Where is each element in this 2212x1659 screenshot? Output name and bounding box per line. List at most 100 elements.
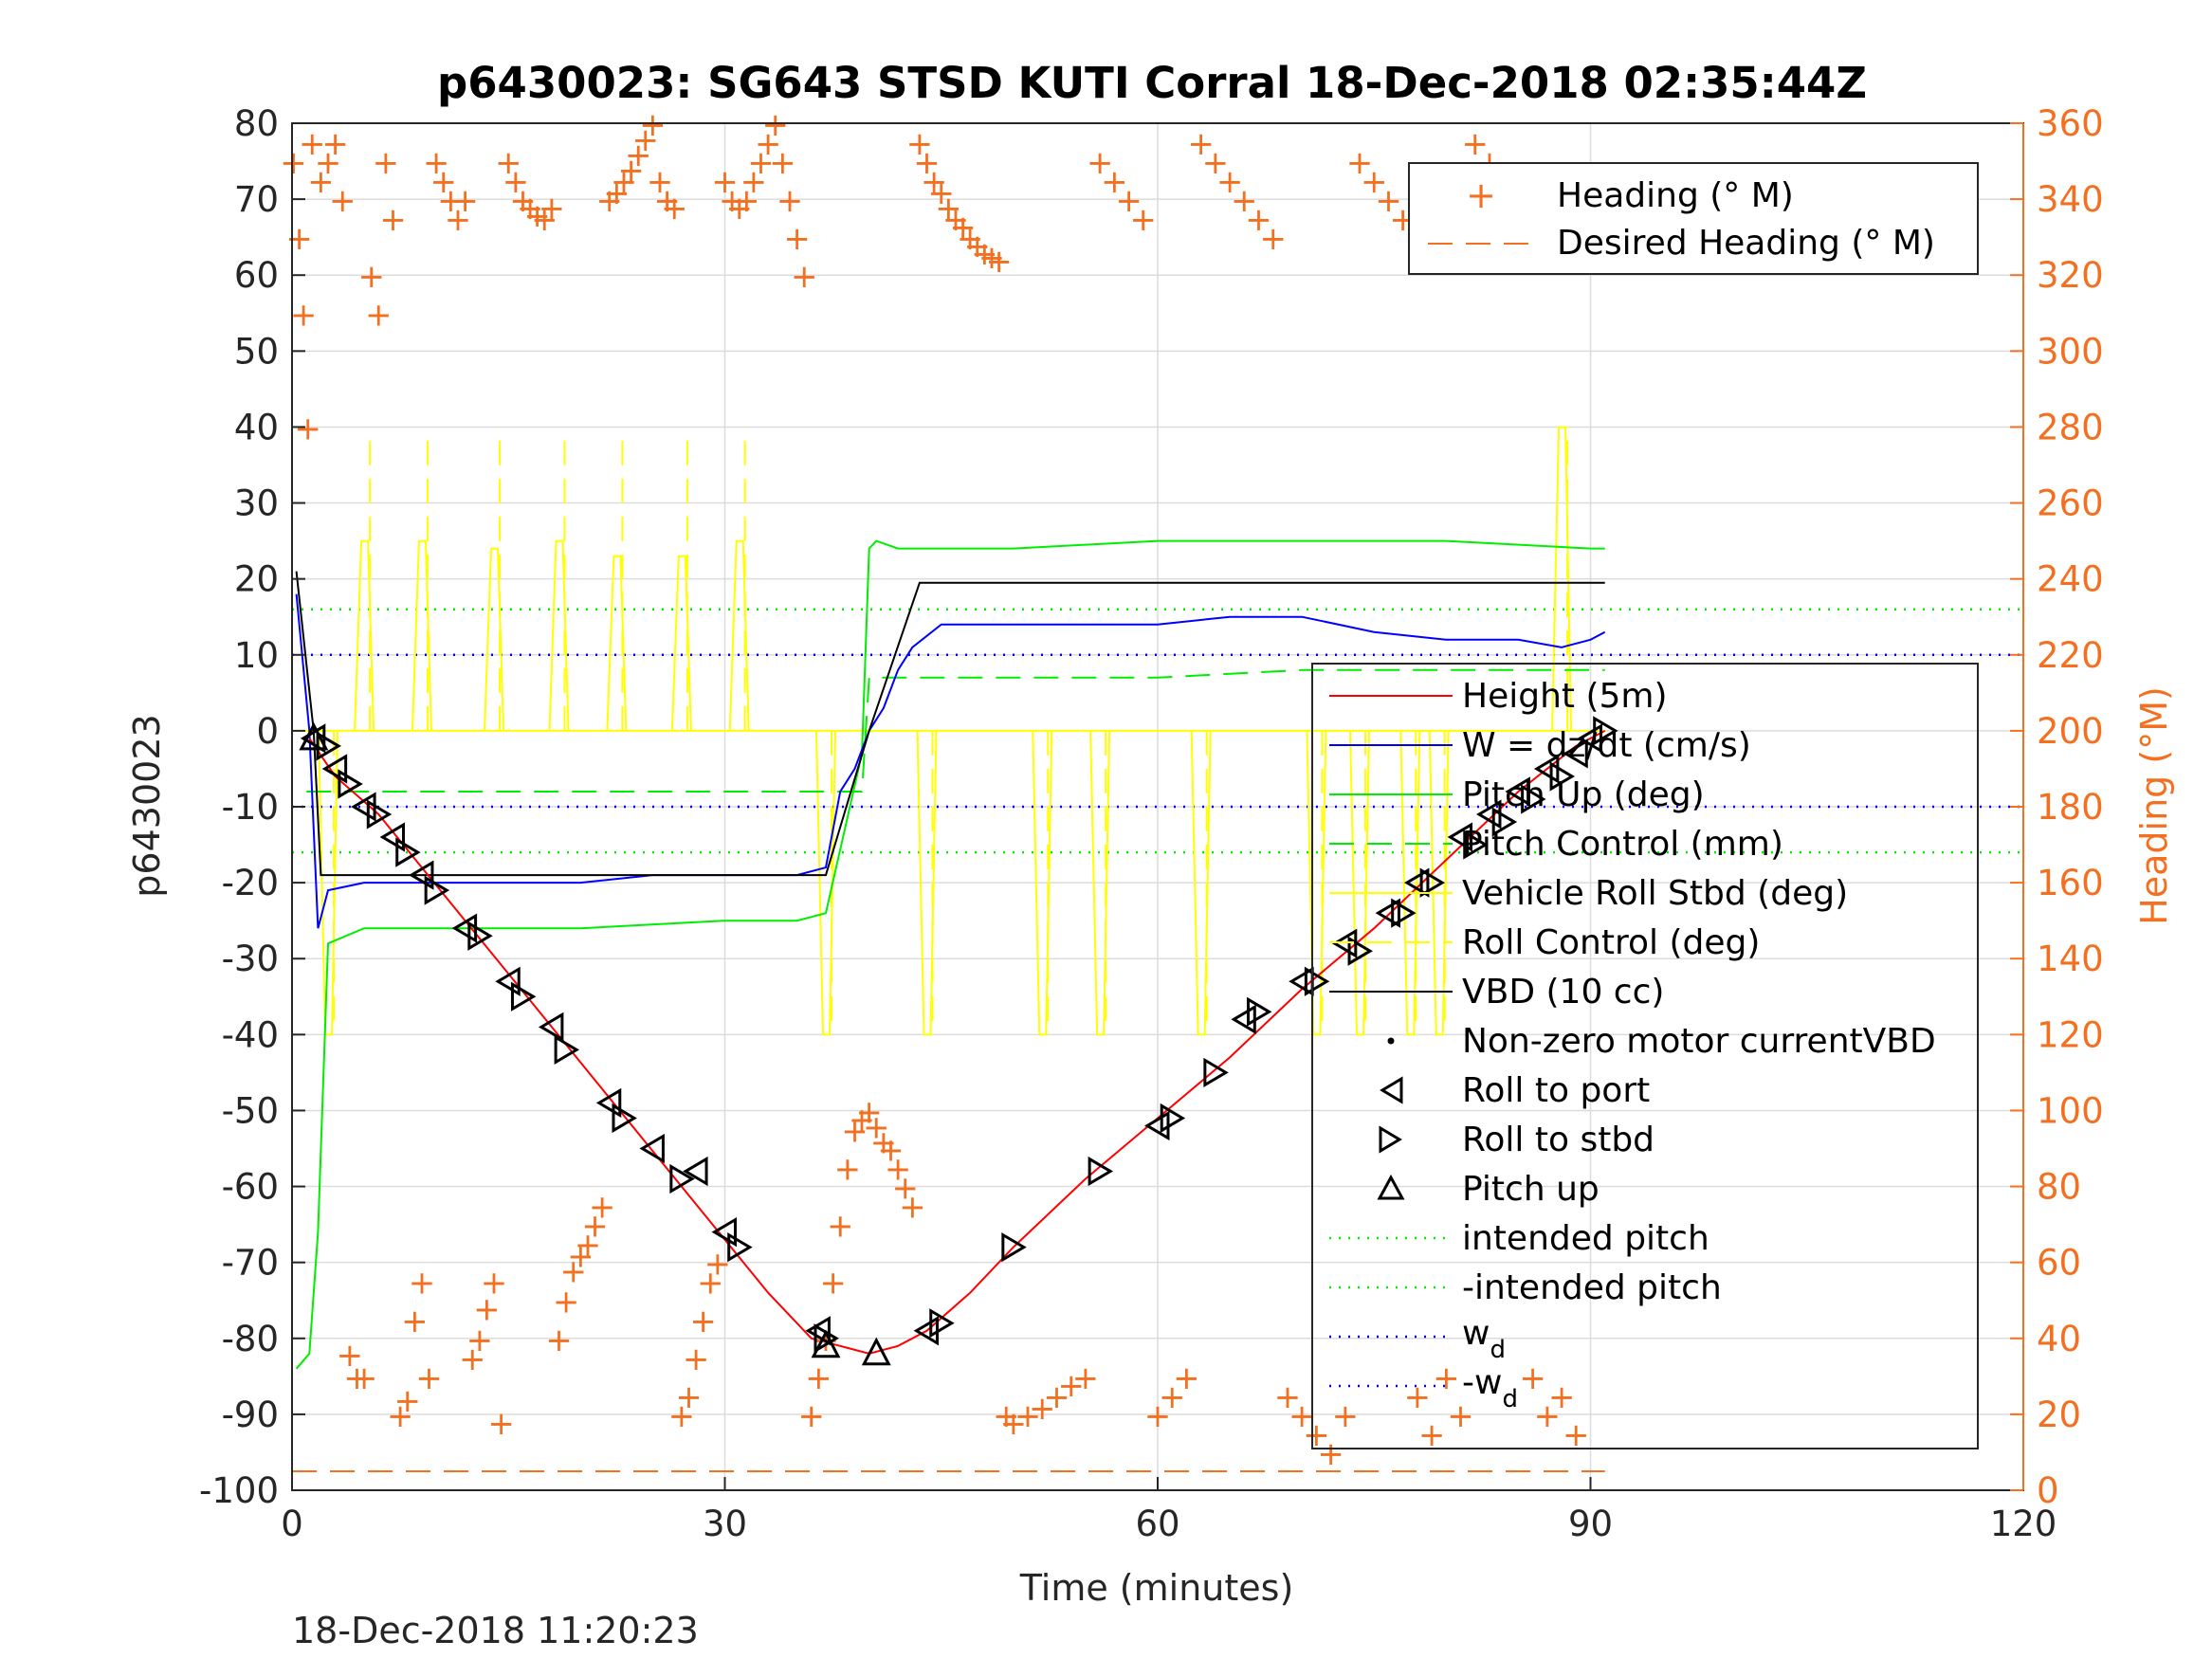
legend-label-5: Roll Control (deg)	[1462, 923, 1760, 962]
heading-marker-120: +	[1274, 1378, 1302, 1416]
roll-to-stbd-marker-15	[1160, 1103, 1186, 1134]
heading-marker-36: +	[531, 201, 558, 239]
reference-lines	[292, 608, 2023, 854]
legend-label-2: Pitch Up (deg)	[1462, 775, 1705, 814]
heading-marker-45: +	[596, 182, 624, 220]
roll-to-stbd-marker-8	[612, 1103, 637, 1134]
y-tick-label-4: 40	[234, 407, 279, 447]
x-tick-label-4: 120	[1990, 1504, 2057, 1544]
pitch-up-marker-0	[299, 721, 329, 751]
roll-to-stbd-marker-13	[1001, 1232, 1027, 1263]
heading-marker-111: +	[1144, 1397, 1172, 1435]
y-tick-label-12: -40	[222, 1014, 279, 1055]
roll-to-stbd-marker-19	[1347, 936, 1373, 966]
heading-marker-23: +	[437, 182, 465, 220]
roll-to-port-marker-7	[538, 1012, 564, 1042]
heading-marker-81: +	[855, 1093, 883, 1131]
y-tick-label-3: 50	[234, 331, 279, 372]
heading-marker-87: +	[899, 1189, 926, 1227]
heading-marker-2: +	[290, 296, 318, 334]
roll-to-port-marker-24	[1563, 738, 1588, 769]
roll-to-stbd-marker-0	[316, 731, 341, 761]
heading-marker-92: +	[935, 190, 962, 228]
main-legend: Height (5m) W = dz/dt (cm/s) Pitch Up (d…	[1311, 663, 1979, 1449]
heading-marker-31: +	[495, 144, 522, 182]
pitch-up-marker-1	[811, 1329, 841, 1358]
heading-marker-129: +	[1404, 1378, 1432, 1416]
heading-marker-48: +	[617, 152, 645, 190]
heading-marker-71: +	[783, 220, 811, 258]
heading-marker-43: +	[581, 1208, 609, 1246]
heading-marker-69: +	[769, 144, 796, 182]
heading-marker-72: +	[791, 258, 818, 296]
heading-marker-37: +	[539, 190, 566, 228]
y-tick-label-16: -80	[222, 1319, 279, 1359]
roll-to-port-marker-6	[495, 966, 521, 996]
heading-marker-94: +	[949, 209, 977, 246]
heading-marker-7: +	[321, 125, 349, 163]
heading-marker-26: +	[459, 1340, 486, 1378]
y-tick-label-1: 70	[234, 179, 279, 220]
heading-marker-78: +	[834, 1151, 862, 1189]
heading-marker-19: +	[409, 1265, 436, 1303]
roll-to-port-marker-10	[683, 1156, 708, 1187]
main-legend-box	[1311, 663, 1979, 1449]
y2-tick-label-11: 140	[2037, 939, 2104, 979]
heading-marker-65: +	[740, 163, 768, 201]
heading-marker-83: +	[870, 1123, 898, 1161]
heading-marker-131: +	[1433, 1359, 1460, 1397]
heading-marker-17: +	[393, 1382, 421, 1420]
heading-marker-80: +	[849, 1101, 876, 1139]
heading-marker-123: +	[1317, 1435, 1344, 1473]
heading-markers: ++++++++++++++++++++++++++++++++++++++++…	[280, 0, 1618, 1473]
heading-marker-121: +	[1289, 1397, 1316, 1435]
pitch-up-marker-2	[861, 1337, 891, 1366]
roll-to-port-marker-3	[379, 822, 406, 852]
heading-legend-swatch: +	[1466, 174, 1496, 216]
roll-to-stbd-marker-10	[727, 1232, 753, 1263]
heading-marker-9: +	[337, 1337, 364, 1375]
heading-marker-88: +	[906, 125, 934, 163]
x-tick-label-0: 0	[281, 1504, 303, 1544]
heading-marker-18: +	[401, 1303, 429, 1340]
heading-marker-132: +	[1447, 1397, 1474, 1435]
height-line	[308, 730, 1606, 1355]
legend-label-13: wd	[1462, 1314, 1506, 1364]
heading-marker-115: +	[1202, 144, 1230, 182]
heading-marker-28: +	[473, 1291, 501, 1329]
roll-to-port-marker-8	[595, 1087, 622, 1119]
heading-marker-137: +	[1519, 1359, 1546, 1397]
y2-tick-label-7: 220	[2037, 635, 2104, 676]
grid	[291, 122, 2024, 1491]
heading-marker-30: +	[487, 1405, 515, 1443]
heading-marker-124: +	[1332, 1397, 1360, 1435]
heading-marker-85: +	[885, 1151, 912, 1189]
heading-marker-60: +	[704, 1246, 732, 1284]
y-tick-label-9: -10	[222, 787, 279, 828]
heading-marker-97: +	[971, 235, 998, 273]
roll-to-stbd-marker-3	[395, 837, 421, 867]
y2-tick-label-6: 240	[2037, 559, 2104, 600]
heading-marker-11: +	[351, 1359, 378, 1397]
vbd-line	[295, 571, 1605, 877]
legend-label-1: W = dz/dt (cm/s)	[1462, 726, 1751, 765]
heading-marker-34: +	[517, 190, 544, 228]
roll-to-stbd-marker-22	[1463, 830, 1489, 860]
y2-tick-label-0: 360	[2037, 103, 2104, 144]
heading-marker-20: +	[415, 1359, 443, 1397]
roll-to-stbd-marker-4	[424, 875, 450, 905]
heading-legend-box	[1408, 162, 1979, 275]
heading-marker-29: +	[481, 1265, 508, 1303]
heading-marker-74: +	[805, 1359, 832, 1397]
roll-to-port-marker-18	[1375, 898, 1400, 928]
heading-marker-105: +	[1057, 1367, 1085, 1405]
legend-label-12: -intended pitch	[1462, 1268, 1722, 1307]
y2-tick-label-15: 60	[2037, 1243, 2081, 1284]
y2-tick-label-10: 160	[2037, 863, 2104, 903]
heading-marker-79: +	[841, 1112, 868, 1150]
y2-tick-label-13: 100	[2037, 1090, 2104, 1131]
roll-to-stbd-marker-25	[1549, 761, 1576, 792]
heading-marker-82: +	[863, 1108, 890, 1146]
heading-marker-5: +	[307, 163, 335, 201]
heading-marker-107: +	[1087, 144, 1114, 182]
